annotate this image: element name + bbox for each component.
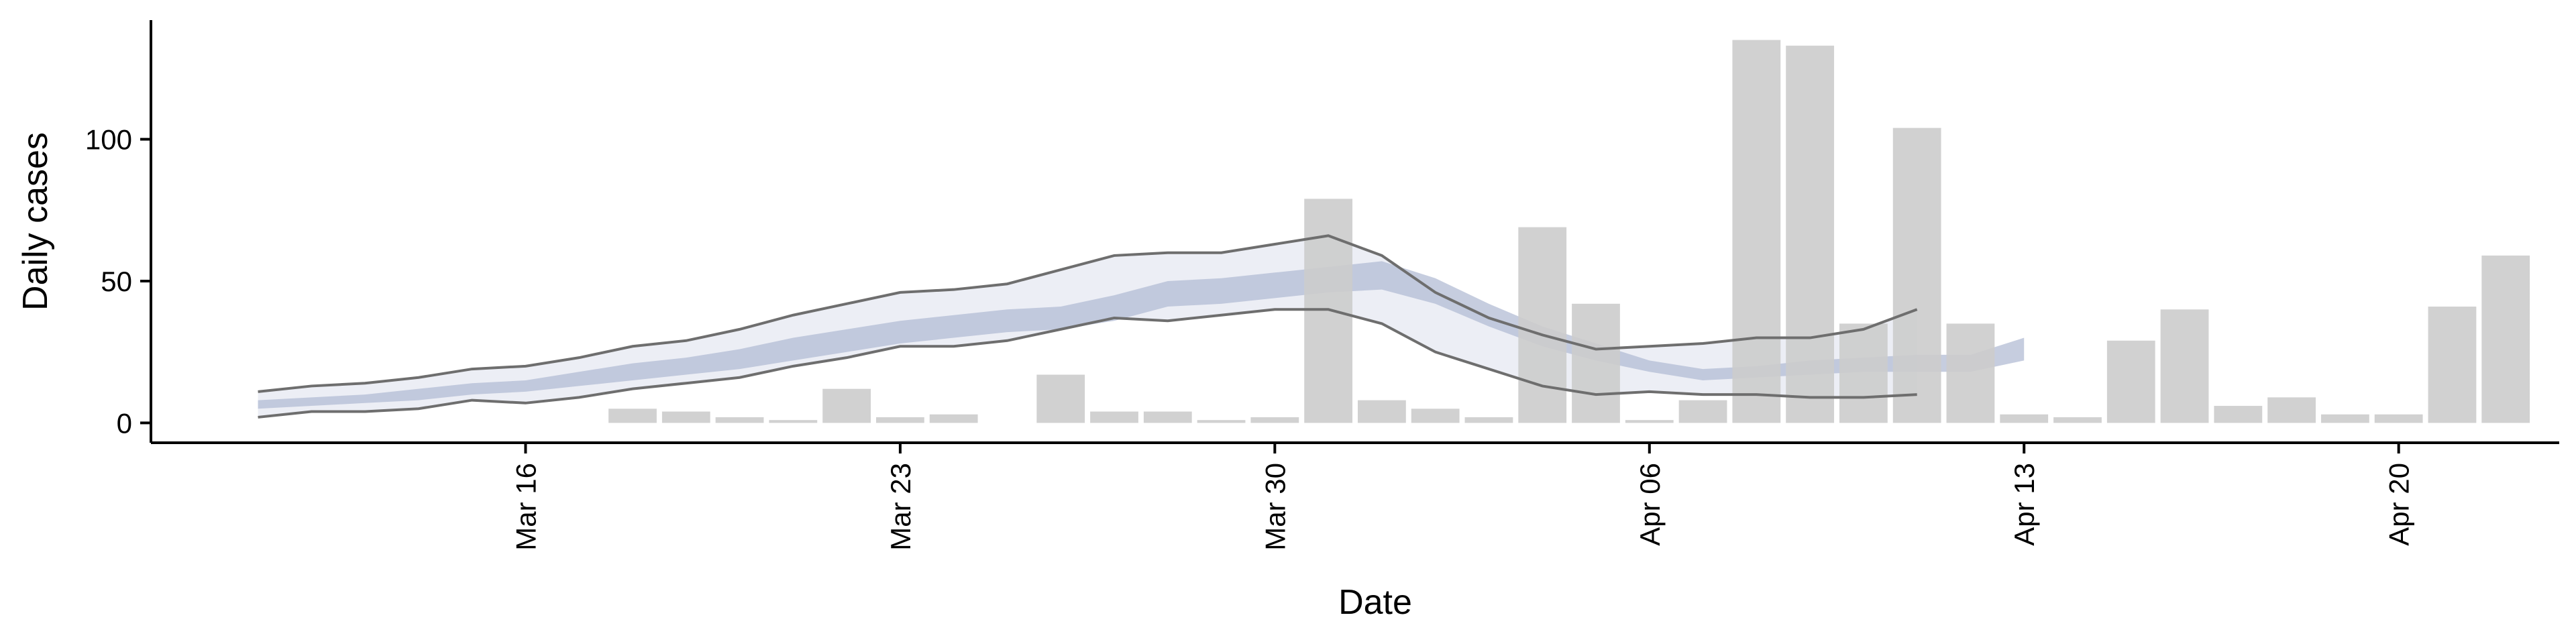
daily-cases-bar xyxy=(1572,303,1620,423)
estimate-band-layer xyxy=(258,235,2025,417)
daily-cases-bar xyxy=(1892,127,1941,423)
daily-cases-bar xyxy=(1250,417,1299,423)
ticks: 0 50 100 Mar 16 Mar 23 Mar 30 Apr 06 Apr 13 Apr … xyxy=(85,124,2415,551)
daily-cases-bar xyxy=(1304,199,1353,423)
x-tick-label: Mar 16 xyxy=(510,463,541,551)
daily-cases-bar xyxy=(661,411,710,423)
estimate-band-edge-layer xyxy=(258,234,1918,419)
daily-cases-bar xyxy=(2106,340,2155,423)
daily-cases-bar xyxy=(2481,255,2530,423)
daily-cases-bar xyxy=(929,414,978,423)
x-tick-label: Apr 13 xyxy=(2008,463,2040,546)
y-axis-title: Daily cases xyxy=(16,132,55,311)
daily-cases-bar xyxy=(1357,400,1406,423)
daily-cases-bar xyxy=(2000,414,2049,423)
daily-cases-bar xyxy=(1464,417,1513,423)
daily-cases-bar xyxy=(1839,323,1888,423)
estimate-band-inner xyxy=(258,261,2025,409)
daily-cases-bar xyxy=(1946,323,1995,423)
daily-cases-bar xyxy=(1732,40,1781,423)
daily-cases-bar xyxy=(1678,400,1727,423)
daily-cases-bar xyxy=(2428,307,2477,423)
x-tick-label: Apr 06 xyxy=(1634,463,1666,546)
daily-cases-bar xyxy=(1143,411,1192,423)
estimate-upper-line xyxy=(258,234,1918,393)
y-tick-label: 100 xyxy=(85,124,132,156)
x-axis-title: Date xyxy=(1338,583,1412,622)
daily-cases-bar xyxy=(1197,420,1246,423)
x-tick-label: Mar 23 xyxy=(885,463,916,551)
daily-cases-bar xyxy=(2214,406,2263,423)
daily-cases-bar xyxy=(715,417,764,423)
axes xyxy=(150,20,2559,444)
bar-layer xyxy=(608,40,2530,423)
daily-cases-bar xyxy=(875,417,924,423)
daily-cases-bar xyxy=(2053,417,2102,423)
x-tick-label: Mar 30 xyxy=(1259,463,1291,551)
daily-cases-bar xyxy=(2374,414,2423,423)
x-tick-label: Apr 20 xyxy=(2383,463,2415,546)
daily-cases-bar xyxy=(1036,374,1085,423)
estimate-lower-line xyxy=(258,308,1917,419)
daily-cases-bar xyxy=(1411,409,1460,423)
daily-cases-bar xyxy=(1090,411,1138,423)
daily-cases-bar xyxy=(769,420,818,423)
daily-cases-bar xyxy=(2267,397,2316,423)
daily-cases-bar xyxy=(2160,309,2209,423)
daily-cases-bar xyxy=(822,388,871,423)
daily-cases-bar xyxy=(1786,46,1835,423)
daily-cases-bar xyxy=(608,409,657,423)
daily-cases-bar xyxy=(2320,414,2369,423)
y-tick-label: 50 xyxy=(101,266,132,297)
daily-cases-bar xyxy=(1625,420,1674,423)
y-tick-label: 0 xyxy=(117,407,132,439)
daily-cases-bar xyxy=(1518,227,1567,423)
